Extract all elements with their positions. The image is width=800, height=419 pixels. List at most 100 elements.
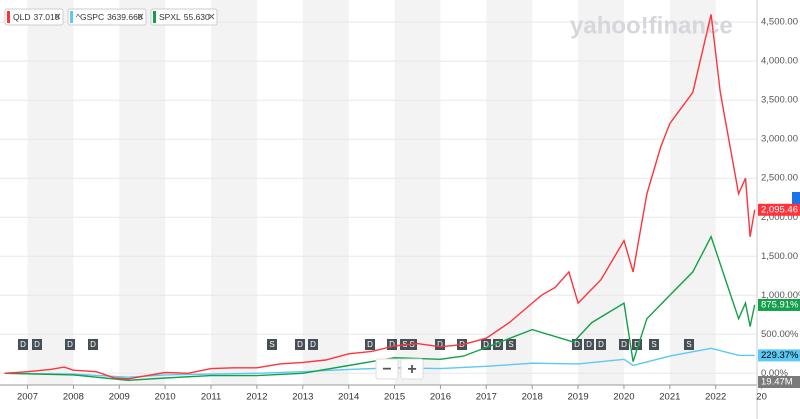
event-marker[interactable] <box>387 339 397 350</box>
y-tick-label: 4,000.00 <box>761 56 798 67</box>
x-tick-label: 2019 <box>568 392 589 403</box>
x-tick-label: 2020 <box>613 392 634 403</box>
event-label: D <box>389 340 395 349</box>
event-label: D <box>586 340 592 349</box>
event-marker[interactable] <box>649 339 659 350</box>
event-marker[interactable] <box>493 339 503 350</box>
legend-name: ^GSPC <box>76 12 104 22</box>
zoom-label: + <box>407 361 416 378</box>
event-marker[interactable] <box>308 339 318 350</box>
x-tick-label: 20 <box>756 392 767 403</box>
event-marker[interactable] <box>596 339 606 350</box>
event-label: D <box>367 340 373 349</box>
year-stripe <box>394 0 441 385</box>
volume-badge <box>758 376 800 388</box>
y-tick-label: 3,000.00 <box>761 134 798 145</box>
series-line <box>4 234 756 382</box>
event-marker[interactable] <box>295 339 305 350</box>
event-marker[interactable] <box>435 339 445 350</box>
event-marker[interactable] <box>65 339 75 350</box>
y-tick-label: 0.00% <box>761 368 788 379</box>
y-tick-label: 2,000.00 <box>761 212 798 223</box>
last-value-badge <box>758 298 800 311</box>
event-label: D <box>20 340 26 349</box>
legend-value: 3639.660 <box>107 12 143 22</box>
event-marker[interactable] <box>506 339 516 350</box>
last-value-label: 2,095.46 <box>761 204 798 215</box>
zoom-label: − <box>382 361 391 378</box>
event-label: S <box>269 340 274 349</box>
legend-box[interactable] <box>67 8 147 26</box>
event-label: D <box>34 340 40 349</box>
event-label: S <box>686 340 691 349</box>
event-label: D <box>437 340 443 349</box>
y-tick-label: 500.00% <box>761 329 799 340</box>
x-tick-label: 2015 <box>384 392 405 403</box>
zoom-button[interactable] <box>400 358 424 380</box>
x-tick-label: 2018 <box>522 392 543 403</box>
x-tick-label: 2009 <box>109 392 130 403</box>
x-tick-label: 2013 <box>292 392 313 403</box>
event-label: D <box>310 340 316 349</box>
legend-name: QLD <box>13 12 30 22</box>
y-tick-label: 3,500.00 <box>761 95 798 106</box>
event-label: D <box>598 340 604 349</box>
side-tab[interactable] <box>792 192 800 214</box>
event-label: D <box>495 340 501 349</box>
event-marker[interactable] <box>365 339 375 350</box>
last-value-label: 875.91% <box>761 299 799 310</box>
event-marker[interactable] <box>32 339 42 350</box>
x-tick-label: 2021 <box>659 392 680 403</box>
x-tick-label: 2012 <box>246 392 267 403</box>
legend-name: SPXL <box>159 12 181 22</box>
legend-close[interactable] <box>137 13 144 20</box>
event-marker[interactable] <box>572 339 582 350</box>
year-stripe <box>211 0 257 385</box>
legend-value: 37.010 <box>33 12 59 22</box>
volume-label: 19.47M <box>761 377 793 388</box>
x-tick-label: 2011 <box>201 392 221 403</box>
y-tick-label: 2,500.00 <box>761 173 798 184</box>
event-marker[interactable] <box>632 339 642 350</box>
event-label: D <box>574 340 580 349</box>
legend-swatch <box>153 11 156 23</box>
x-tick-label: 2014 <box>338 392 359 403</box>
y-tick-label: 1,000.00% <box>761 290 800 301</box>
year-stripe <box>302 0 349 385</box>
x-tick-label: 2007 <box>17 392 38 403</box>
legend-box[interactable] <box>150 8 218 26</box>
event-label: D <box>90 340 96 349</box>
event-label: D <box>621 340 627 349</box>
last-value-badge <box>758 203 800 216</box>
zoom-button[interactable] <box>375 358 399 380</box>
last-value-badge <box>758 349 800 362</box>
legend-swatch <box>70 11 73 23</box>
legend-box[interactable] <box>4 8 64 26</box>
year-stripe <box>669 0 716 385</box>
year-stripe <box>27 0 74 385</box>
legend-close[interactable] <box>208 13 215 20</box>
event-marker[interactable] <box>619 339 629 350</box>
x-tick-label: 2022 <box>705 392 726 403</box>
year-stripe <box>578 0 624 385</box>
event-marker[interactable] <box>88 339 98 350</box>
event-label: S <box>651 340 656 349</box>
x-tick-label: 2017 <box>476 392 497 403</box>
event-label: D <box>483 340 489 349</box>
event-marker[interactable] <box>481 339 491 350</box>
event-marker[interactable] <box>584 339 594 350</box>
legend-close[interactable] <box>54 13 61 20</box>
x-tick-label: 2016 <box>430 392 451 403</box>
y-tick-label: 4,500.00 <box>761 17 798 28</box>
year-stripe <box>119 0 166 385</box>
series-line <box>4 347 755 378</box>
event-label: S <box>508 340 513 349</box>
y-tick-label: 1,500.00 <box>761 251 798 262</box>
x-tick-label: 2010 <box>155 392 176 403</box>
event-marker[interactable] <box>684 339 694 350</box>
event-marker[interactable] <box>18 339 28 350</box>
event-marker[interactable] <box>267 339 277 350</box>
x-tick-label: 2008 <box>63 392 84 403</box>
year-stripe <box>486 0 533 385</box>
